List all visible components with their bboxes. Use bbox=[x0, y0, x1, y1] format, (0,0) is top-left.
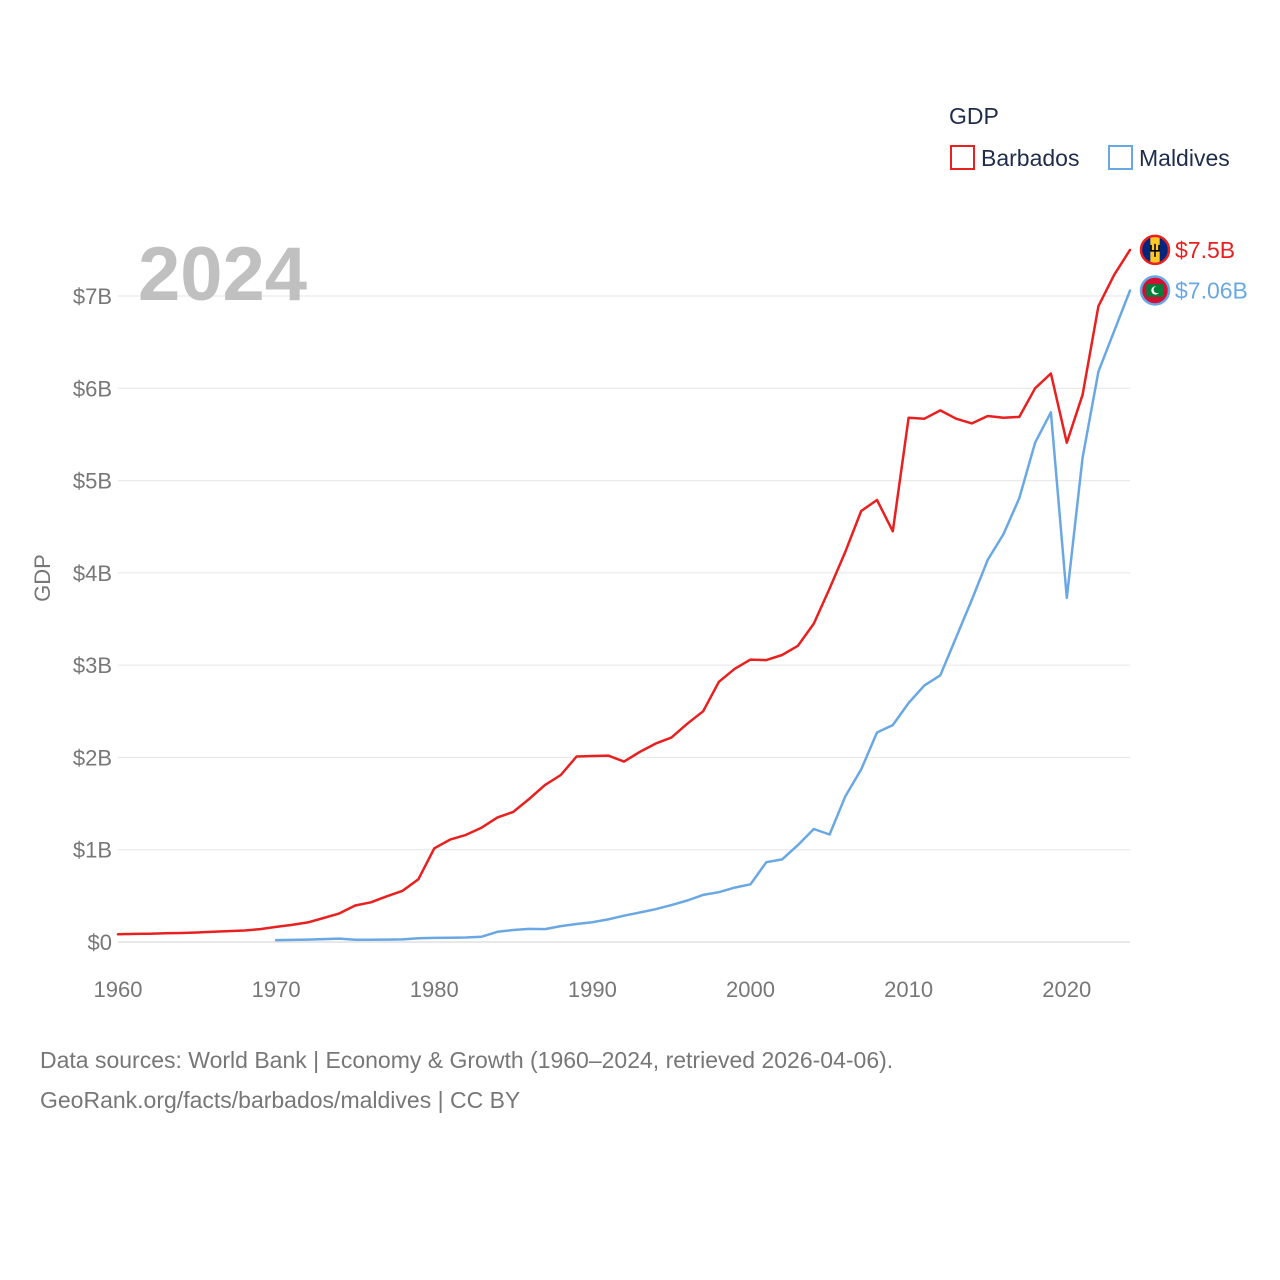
y-tick-label: $2B bbox=[73, 745, 112, 770]
x-tick-label: 2000 bbox=[726, 977, 775, 1002]
end-label-maldives: $7.06B bbox=[1175, 277, 1248, 303]
barbados-flag-icon bbox=[1139, 234, 1171, 266]
legend-swatch-barbados bbox=[950, 145, 975, 170]
footer-data-sources: Data sources: World Bank | Economy & Gro… bbox=[40, 1047, 894, 1073]
y-tick-label: $6B bbox=[73, 376, 112, 401]
year-watermark: 2024 bbox=[138, 232, 307, 317]
y-axis-title: GDP bbox=[30, 554, 55, 602]
x-tick-label: 2020 bbox=[1042, 977, 1091, 1002]
x-tick-label: 1980 bbox=[410, 977, 459, 1002]
footer-link[interactable]: GeoRank.org/facts/barbados/maldives | CC… bbox=[40, 1087, 521, 1113]
legend-swatch-maldives bbox=[1108, 145, 1133, 170]
gdp-line-chart: $0 $1B $2B $3B $4B $5B $6B $7B 1960 1970 1980 1990… bbox=[30, 103, 1248, 1002]
x-axis-ticks: 1960 1970 1980 1990 2000 2010 2020 bbox=[94, 977, 1092, 1002]
y-tick-label: $0 bbox=[88, 930, 112, 955]
x-tick-label: 2010 bbox=[884, 977, 933, 1002]
gridlines bbox=[118, 295, 1130, 943]
y-tick-label: $3B bbox=[73, 653, 112, 678]
y-axis-ticks: $0 $1B $2B $3B $4B $5B $6B $7B bbox=[73, 284, 112, 955]
y-tick-label: $4B bbox=[73, 561, 112, 586]
series-line-barbados bbox=[116, 248, 1132, 936]
y-tick-label: $7B bbox=[73, 284, 112, 309]
y-tick-label: $1B bbox=[73, 838, 112, 863]
legend-label-maldives: Maldives bbox=[1139, 145, 1230, 171]
maldives-flag-icon bbox=[1139, 275, 1171, 306]
series-lines bbox=[116, 248, 1132, 942]
legend-item-barbados[interactable]: Barbados bbox=[950, 145, 1079, 171]
x-tick-label: 1960 bbox=[94, 977, 143, 1002]
y-tick-label: $5B bbox=[73, 469, 112, 494]
footer-source: Data sources: World Bank | Economy & Gro… bbox=[40, 1040, 1240, 1120]
series-line-maldives bbox=[274, 289, 1132, 942]
x-tick-label: 1990 bbox=[568, 977, 617, 1002]
x-tick-label: 1970 bbox=[252, 977, 301, 1002]
legend-label-barbados: Barbados bbox=[981, 145, 1079, 171]
end-label-barbados: $7.5B bbox=[1175, 237, 1235, 263]
legend-title: GDP bbox=[949, 103, 999, 129]
legend-item-maldives[interactable]: Maldives bbox=[1108, 145, 1230, 171]
end-markers: $7.5B $7.06B bbox=[1139, 234, 1248, 306]
legend: GDP Barbados Maldives bbox=[949, 103, 1230, 171]
